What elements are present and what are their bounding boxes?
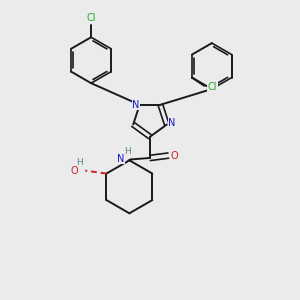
Text: Cl: Cl: [208, 82, 217, 92]
Text: N: N: [168, 118, 176, 128]
Text: Cl: Cl: [86, 14, 96, 23]
Text: N: N: [132, 100, 140, 110]
Polygon shape: [128, 159, 131, 160]
Text: O: O: [171, 151, 178, 160]
Text: N: N: [117, 154, 124, 164]
Text: O: O: [70, 166, 78, 176]
Text: H: H: [124, 147, 131, 156]
Text: H: H: [76, 158, 83, 167]
